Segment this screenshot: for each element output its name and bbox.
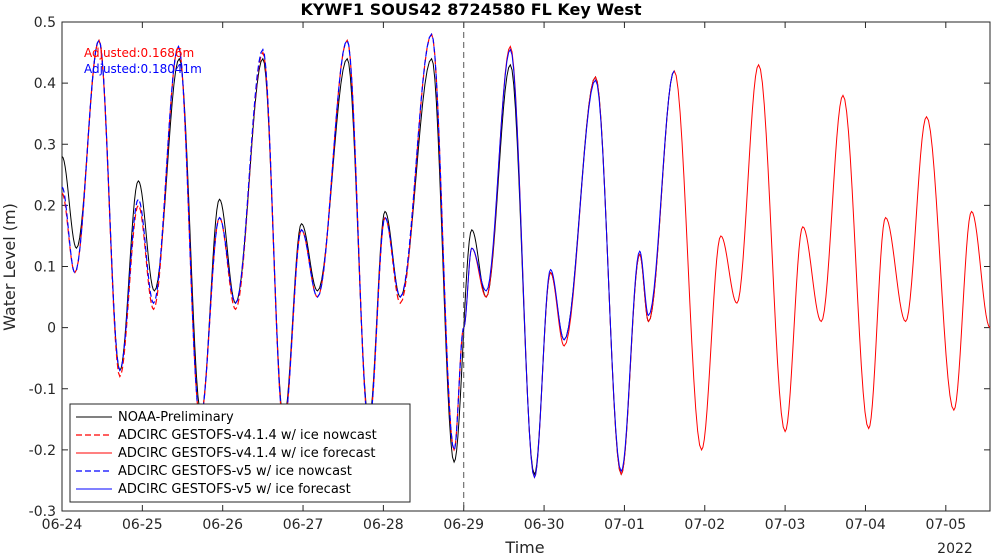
- x-tick-label: 06-25: [122, 517, 163, 533]
- x-tick-label: 07-03: [765, 517, 806, 533]
- legend-entry: ADCIRC GESTOFS-v5 w/ ice nowcast: [118, 464, 352, 479]
- legend-entry: ADCIRC GESTOFS-v4.1.4 w/ ice forecast: [118, 446, 375, 461]
- series-layer: [61, 32, 991, 479]
- legend-entry: ADCIRC GESTOFS-v4.1.4 w/ ice nowcast: [118, 428, 377, 443]
- y-tick-label: -0.2: [29, 443, 56, 459]
- y-tick-label: 0.2: [34, 198, 56, 214]
- x-tick-label: 07-04: [845, 517, 886, 533]
- y-tick-label: 0.4: [34, 76, 56, 92]
- x-tick-label: 07-02: [684, 517, 725, 533]
- x-tick-label: 06-26: [202, 517, 243, 533]
- chart-title: KYWF1 SOUS42 8724580 FL Key West: [300, 0, 641, 19]
- x-tick-label: 06-27: [283, 517, 324, 533]
- series-line-3: [61, 32, 465, 452]
- adjusted-annotation: Adjusted:0.18041m: [84, 62, 202, 76]
- y-tick-label: 0: [47, 321, 56, 337]
- y-tick-label: 0.3: [34, 137, 56, 153]
- axis-ticks: 06-24 06-25 06-26 06-27 06-28 06-29 06-30 07-01…: [29, 15, 990, 533]
- x-tick-label: 07-01: [604, 517, 645, 533]
- x-tick-label: 06-29: [443, 517, 484, 533]
- x-tick-label: 06-28: [363, 517, 404, 533]
- x-tick-label: 06-24: [42, 517, 83, 533]
- y-tick-label: -0.3: [29, 504, 56, 520]
- annotations: Adjusted:0.1686m Adjusted:0.18041m: [84, 46, 202, 76]
- y-tick-label: -0.1: [29, 382, 56, 398]
- legend: NOAA-Preliminary ADCIRC GESTOFS-v4.1.4 w/…: [69, 403, 411, 503]
- y-axis-label: Water Level (m): [0, 203, 19, 331]
- legend-box: [69, 403, 411, 503]
- y-tick-label: 0.5: [34, 15, 56, 31]
- year-label: 2022: [937, 541, 973, 555]
- legend-entry: NOAA-Preliminary: [118, 410, 234, 425]
- y-tick-label: 0.1: [34, 260, 56, 276]
- x-tick-label: 07-05: [925, 517, 966, 533]
- x-tick-label: 06-30: [524, 517, 565, 533]
- series-line-1: [61, 32, 465, 452]
- x-axis-label: Time: [504, 538, 544, 555]
- adjusted-annotation: Adjusted:0.1686m: [84, 46, 194, 60]
- series-line-4: [463, 48, 675, 479]
- legend-entry: ADCIRC GESTOFS-v5 w/ ice forecast: [118, 482, 351, 497]
